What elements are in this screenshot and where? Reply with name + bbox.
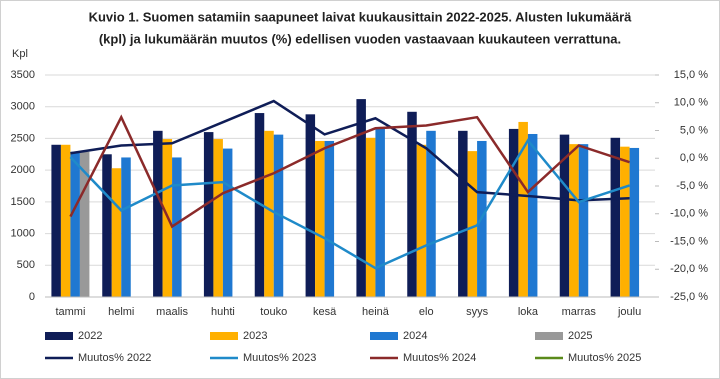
- legend-label: 2025: [568, 330, 592, 342]
- y-tick-label: 1500: [11, 196, 35, 208]
- x-tick-label: joulu: [617, 306, 641, 318]
- x-tick-label: loka: [518, 306, 539, 318]
- bar: [559, 134, 570, 297]
- y-tick-label: 2500: [11, 132, 35, 144]
- y-tick-label: 1000: [11, 227, 35, 239]
- bar: [324, 140, 335, 297]
- bar: [375, 128, 385, 297]
- bar: [356, 99, 366, 297]
- y-tick-label: 2000: [11, 164, 35, 176]
- bar: [458, 130, 468, 297]
- bar: [569, 144, 579, 297]
- legend-label: Muutos% 2022: [78, 352, 151, 364]
- bar: [172, 157, 182, 297]
- x-tick-label: kesä: [313, 306, 337, 318]
- x-tick-label: huhti: [211, 306, 235, 318]
- x-tick-label: heinä: [362, 306, 390, 318]
- y2-tick-label: 15,0 %: [674, 69, 708, 81]
- legend-label: Muutos% 2023: [243, 352, 316, 364]
- bar: [629, 147, 640, 297]
- y-axis-label: Kpl: [12, 48, 28, 60]
- y-tick-label: 0: [29, 291, 35, 303]
- bar: [111, 168, 122, 297]
- x-tick-label: helmi: [108, 306, 134, 318]
- line: [70, 99, 630, 202]
- y-tick-label: 3500: [11, 69, 35, 81]
- chart-title: (kpl) ja lukumäärän muutos (%) edellisen…: [99, 31, 621, 46]
- bar: [222, 148, 233, 297]
- chart-title: Kuvio 1. Suomen satamiin saapuneet laiva…: [89, 9, 633, 24]
- x-tick-label: tammi: [55, 306, 85, 318]
- x-tick-label: marras: [562, 306, 597, 318]
- legend-swatch: [45, 332, 73, 340]
- bar: [121, 157, 131, 297]
- y2-tick-label: 10,0 %: [674, 97, 708, 109]
- y2-tick-label: 0,0 %: [680, 152, 708, 164]
- y-tick-label: 500: [17, 259, 35, 271]
- bar: [578, 144, 589, 297]
- y2-tick-label: -25,0 %: [670, 291, 708, 303]
- y-tick-label: 3000: [11, 101, 35, 113]
- legend-swatch: [210, 332, 238, 340]
- x-tick-label: maalis: [156, 306, 188, 318]
- bar: [620, 146, 630, 297]
- bar: [416, 144, 427, 297]
- bar: [213, 139, 223, 297]
- legend-swatch: [370, 332, 398, 340]
- y2-tick-label: -20,0 %: [670, 263, 708, 275]
- bar: [70, 151, 80, 297]
- bar: [467, 151, 478, 297]
- y2-tick-label: -10,0 %: [670, 208, 708, 220]
- line: [69, 114, 630, 229]
- bar: [79, 151, 90, 297]
- legend-label: Muutos% 2025: [568, 352, 641, 364]
- bar: [315, 140, 325, 297]
- bar: [527, 133, 538, 297]
- x-tick-label: syys: [466, 306, 489, 318]
- bar: [60, 144, 71, 297]
- bar: [203, 132, 214, 297]
- legend-label: 2022: [78, 330, 102, 342]
- bar: [365, 137, 376, 297]
- line: [69, 138, 630, 270]
- bar: [508, 128, 519, 297]
- y2-tick-label: -15,0 %: [670, 235, 708, 247]
- bar: [518, 121, 528, 298]
- bar: [264, 130, 274, 297]
- bar: [426, 130, 436, 297]
- bar: [153, 130, 163, 297]
- bar: [102, 154, 112, 297]
- x-tick-label: touko: [260, 306, 287, 318]
- legend-label: 2023: [243, 330, 267, 342]
- x-tick-label: elo: [419, 306, 434, 318]
- y2-tick-label: 5,0 %: [680, 124, 708, 136]
- legend-label: Muutos% 2024: [403, 352, 476, 364]
- bar: [407, 111, 417, 297]
- legend-label: 2024: [403, 330, 427, 342]
- bar: [51, 144, 61, 297]
- y2-tick-label: -5,0 %: [676, 180, 708, 192]
- bar: [610, 137, 621, 297]
- bar: [305, 114, 316, 297]
- legend-swatch: [535, 332, 563, 340]
